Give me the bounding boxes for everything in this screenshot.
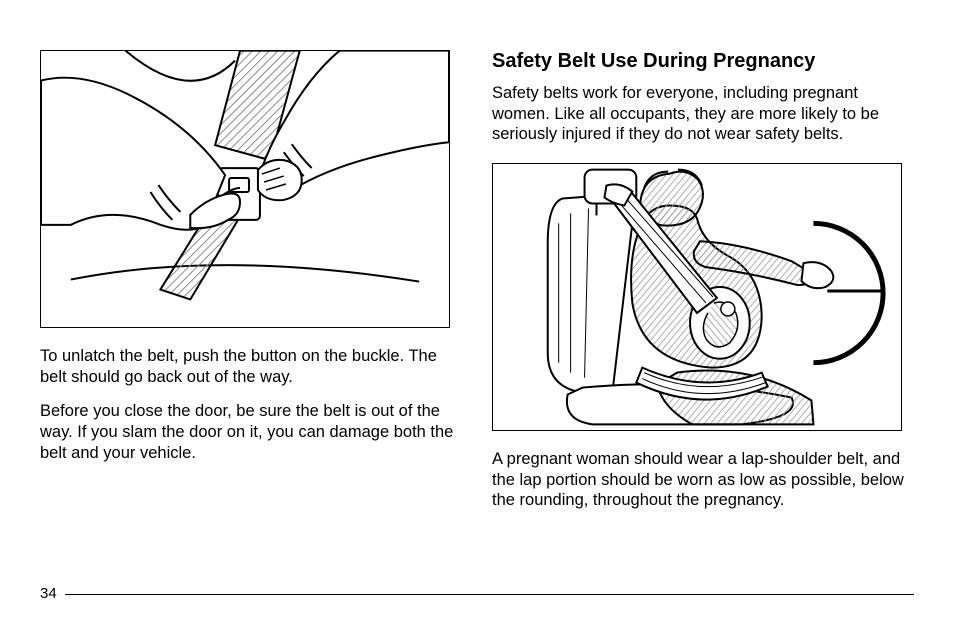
figure-unlatch-belt [40,50,450,328]
para-door-warning: Before you close the door, be sure the b… [40,401,462,463]
heading-pregnancy: Safety Belt Use During Pregnancy [492,50,914,73]
right-column: Safety Belt Use During Pregnancy Safety … [492,50,914,525]
page-number: 34 [40,585,65,602]
figure-pregnant-driver [492,163,902,431]
illustration-unlatch-icon [41,50,449,328]
para-unlatch: To unlatch the belt, push the button on … [40,346,462,387]
illustration-pregnant-icon [493,163,901,431]
manual-page: To unlatch the belt, push the button on … [0,0,954,636]
para-pregnancy-intro: Safety belts work for everyone, includin… [492,83,914,145]
two-column-layout: To unlatch the belt, push the button on … [40,50,914,525]
left-column: To unlatch the belt, push the button on … [40,50,462,525]
page-footer: 34 [40,594,914,612]
para-pregnancy-howto: A pregnant woman should wear a lap-shoul… [492,449,914,511]
